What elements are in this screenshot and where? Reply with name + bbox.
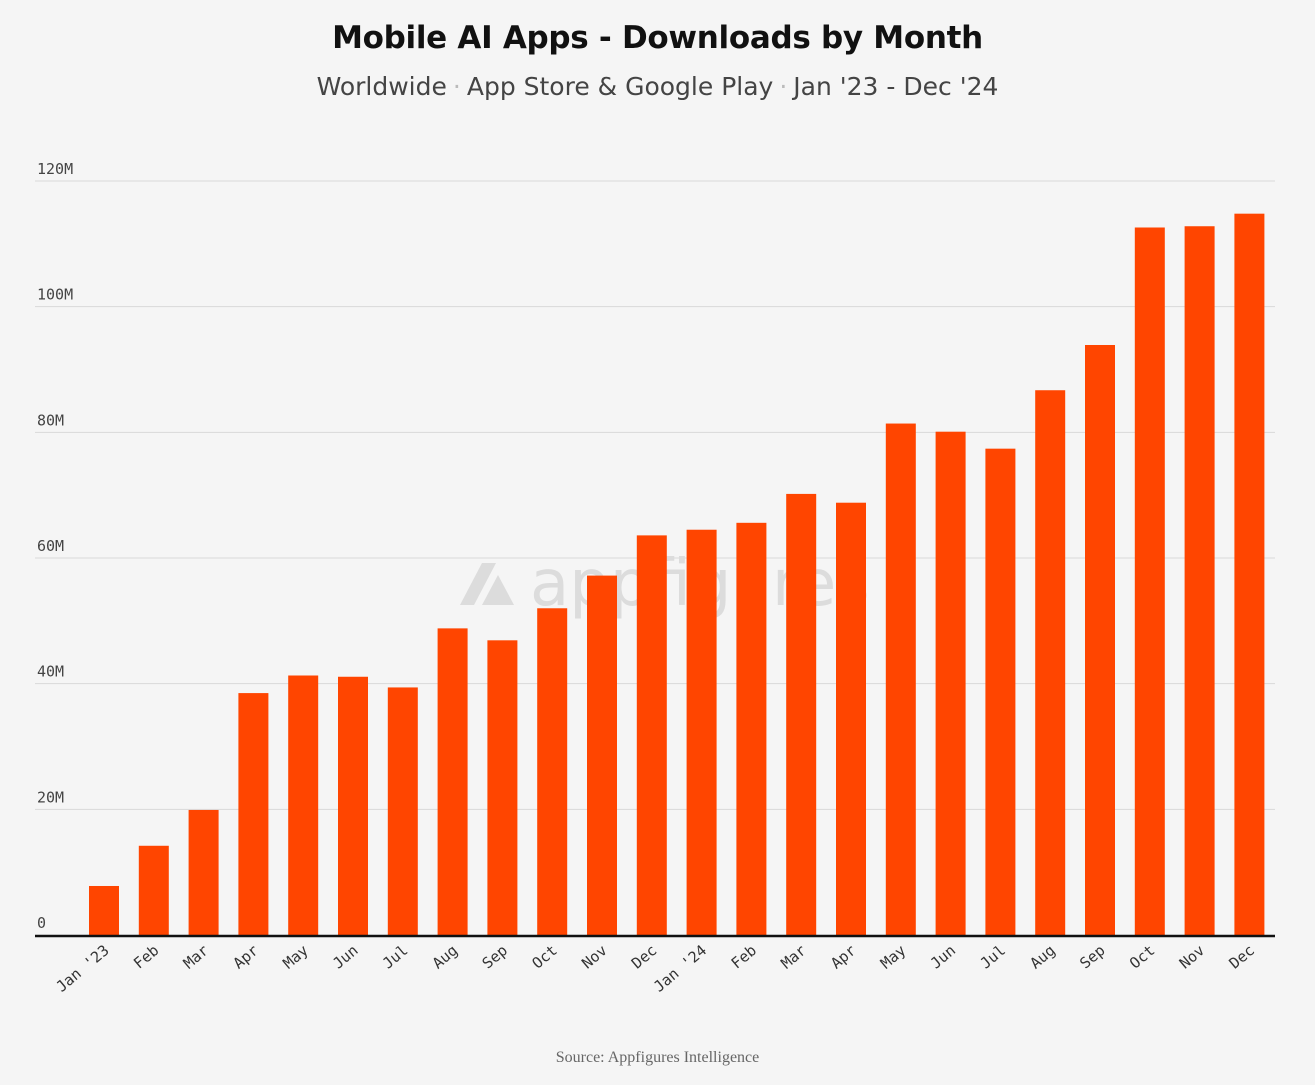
bar xyxy=(1234,213,1265,935)
x-tick-label: Jun xyxy=(927,941,959,972)
x-tick-label: Mar xyxy=(180,941,212,972)
bar xyxy=(437,628,468,935)
subtitle-stores: App Store & Google Play xyxy=(466,72,774,101)
x-tick-label: Jan '24 xyxy=(650,941,710,995)
x-tick-label: Aug xyxy=(429,941,461,972)
bar xyxy=(786,493,817,935)
x-axis-labels: Jan '23 Feb Mar Apr May Jun Jul Aug Sep Oct Nov Dec… xyxy=(53,941,1258,995)
bar xyxy=(338,676,368,935)
x-tick-label: Nov xyxy=(578,941,610,972)
y-tick-label: 120M xyxy=(37,160,73,178)
y-tick-label: 20M xyxy=(37,788,64,806)
bar xyxy=(587,575,617,935)
y-tick-label: 40M xyxy=(37,663,64,681)
y-tick-label: 0 xyxy=(37,914,46,932)
chart-subtitle: Worldwide · App Store & Google Play · Jan '2… xyxy=(0,72,1315,101)
x-tick-label: Nov xyxy=(1176,941,1208,972)
x-tick-label: Jun xyxy=(329,941,361,972)
bar xyxy=(985,448,1016,935)
x-tick-label: Dec xyxy=(628,941,660,972)
bar xyxy=(1134,227,1165,935)
bar xyxy=(885,423,916,935)
x-tick-label: Apr xyxy=(827,941,859,972)
y-tick-label: 100M xyxy=(37,286,73,304)
x-tick-label: May xyxy=(279,941,311,972)
x-tick-label: Oct xyxy=(528,941,560,972)
bar-layer xyxy=(89,213,1265,936)
x-tick-label: Apr xyxy=(230,941,262,972)
x-tick-label: May xyxy=(877,941,909,972)
bar xyxy=(736,522,767,935)
bar xyxy=(1035,390,1066,935)
bar xyxy=(138,845,169,935)
bar xyxy=(238,693,269,935)
x-tick-label: Jul xyxy=(977,941,1009,972)
subtitle-separator: · xyxy=(452,72,461,101)
y-tick-label: 60M xyxy=(37,537,64,555)
x-tick-label: Jan '23 xyxy=(53,941,113,995)
x-tick-label: Feb xyxy=(728,941,760,972)
bar xyxy=(1184,226,1215,936)
bar xyxy=(387,687,418,935)
x-tick-label: Sep xyxy=(1076,941,1108,972)
bar xyxy=(836,502,866,935)
bar xyxy=(636,535,667,935)
bar xyxy=(935,431,966,935)
x-tick-label: Jul xyxy=(379,941,411,972)
x-tick-label: Sep xyxy=(479,941,511,972)
subtitle-range: Jan '23 - Dec '24 xyxy=(793,72,999,101)
bar xyxy=(487,640,518,935)
bar xyxy=(537,608,568,935)
source-note: Source: Appfigures Intelligence xyxy=(555,1049,760,1066)
subtitle-separator: · xyxy=(779,72,788,101)
bar xyxy=(288,675,319,935)
x-tick-label: Oct xyxy=(1126,941,1158,972)
bar xyxy=(188,809,219,935)
bar xyxy=(89,885,119,935)
chart-title: Mobile AI Apps - Downloads by Month xyxy=(332,20,983,56)
x-tick-label: Aug xyxy=(1026,941,1058,972)
x-tick-label: Feb xyxy=(130,941,162,972)
bar xyxy=(1085,344,1115,935)
x-tick-label: Dec xyxy=(1226,941,1258,972)
appfigures-logo-icon xyxy=(460,563,514,605)
x-tick-label: Mar xyxy=(777,941,809,972)
bar xyxy=(686,529,717,935)
y-tick-label: 80M xyxy=(37,411,64,429)
subtitle-region: Worldwide xyxy=(316,72,447,101)
